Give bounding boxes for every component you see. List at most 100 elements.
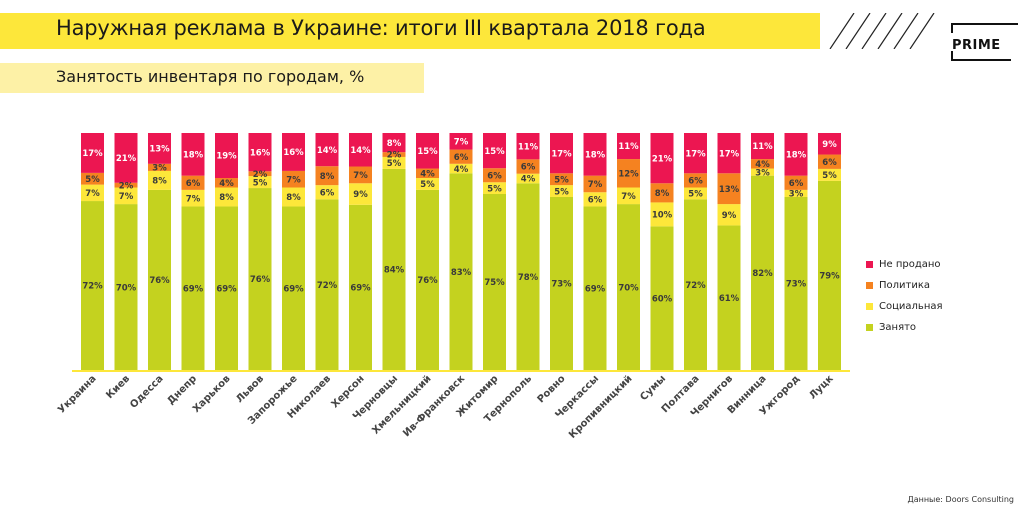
bar-segment-sold — [617, 204, 640, 370]
bar-segment-politics — [818, 154, 841, 169]
legend-swatch-unsold — [866, 261, 873, 268]
data-label-sold: 61% — [719, 294, 740, 304]
legend-label-unsold: Не продано — [879, 259, 941, 270]
data-label-politics: 2% — [253, 170, 268, 180]
data-label-social: 6% — [320, 188, 335, 198]
data-label-unsold: 18% — [585, 151, 606, 161]
data-label-social: 5% — [387, 159, 402, 169]
legend-label-social: Социальная — [879, 301, 943, 312]
bar-segment-unsold — [282, 133, 305, 171]
bar-segment-politics — [751, 159, 774, 169]
data-label-unsold: 21% — [652, 154, 673, 164]
legend-label-sold: Занято — [879, 322, 917, 333]
bar-segment-social — [81, 184, 104, 202]
data-label-sold: 60% — [652, 294, 673, 304]
data-label-sold: 69% — [585, 284, 606, 294]
data-label-politics: 2% — [119, 181, 134, 191]
bar-segment-sold — [818, 180, 841, 370]
data-label-social: 8% — [152, 177, 167, 187]
x-tick-label: Киев — [104, 373, 132, 401]
bar-segment-sold — [583, 206, 607, 370]
bar-segment-unsold — [516, 133, 540, 160]
data-label-sold: 83% — [451, 268, 472, 278]
bar-segment-politics — [583, 175, 607, 193]
subtitle-band — [0, 63, 424, 93]
data-label-social: 7% — [119, 192, 134, 202]
bar-segment-social — [114, 187, 138, 205]
bar-segment-sold — [449, 173, 473, 370]
data-label-sold: 76% — [149, 276, 170, 286]
data-label-politics: 6% — [688, 177, 703, 187]
bar-segment-social — [148, 170, 171, 190]
x-tick-label: Кропивницкий — [567, 373, 635, 441]
data-label-social: 9% — [722, 211, 737, 221]
bar-segment-social — [818, 168, 841, 181]
data-label-sold: 69% — [283, 284, 304, 294]
data-label-sold: 70% — [618, 283, 639, 293]
bar-segment-sold — [315, 199, 339, 370]
bar-segment-social — [483, 182, 506, 195]
data-label-social: 5% — [253, 178, 268, 188]
bar-segment-politics — [550, 173, 573, 186]
bar-segment-sold — [181, 206, 205, 370]
bar-segment-sold — [382, 168, 406, 370]
legend-item-sold: Занято — [866, 317, 943, 338]
legend-item-social: Социальная — [866, 296, 943, 317]
data-label-politics: 7% — [588, 180, 603, 190]
prime-logo: PRIME — [952, 38, 1001, 53]
data-label-sold: 76% — [417, 276, 438, 286]
bar-segment-politics — [349, 166, 372, 184]
data-label-politics: 6% — [487, 171, 502, 181]
bar-segment-unsold — [248, 133, 272, 172]
bar-segment-unsold — [818, 133, 841, 155]
bar-segment-sold — [483, 194, 506, 370]
bar-segment-politics — [483, 168, 506, 183]
data-label-social: 6% — [588, 196, 603, 206]
bar-segment-social — [349, 183, 372, 205]
data-label-social: 10% — [652, 211, 673, 221]
bar-segment-sold — [650, 226, 674, 370]
bar-segment-unsold — [784, 133, 808, 176]
bar-segment-unsold — [114, 133, 138, 183]
data-label-unsold: 9% — [822, 140, 837, 150]
chart-subtitle: Занятость инвентаря по городам, % — [56, 67, 365, 86]
bar-segment-sold — [784, 196, 808, 370]
data-label-sold: 84% — [384, 266, 405, 276]
data-label-sold: 69% — [183, 284, 204, 294]
bar-segment-social — [516, 173, 540, 184]
bar-segment-social — [248, 176, 272, 189]
prime-logo-frame — [951, 23, 1018, 61]
data-label-sold: 75% — [484, 278, 505, 288]
data-label-politics: 4% — [219, 179, 234, 189]
bar-segment-unsold — [416, 133, 439, 169]
data-label-social: 5% — [822, 171, 837, 181]
data-label-sold: 79% — [819, 272, 840, 282]
data-label-sold: 73% — [786, 280, 807, 290]
decorative-stripes — [829, 13, 935, 49]
data-label-politics: 8% — [655, 189, 670, 199]
bar-segment-sold — [416, 189, 439, 370]
data-label-politics: 7% — [353, 171, 368, 181]
data-label-politics: 4% — [755, 160, 770, 170]
data-label-politics: 6% — [789, 179, 804, 189]
legend-item-unsold: Не продано — [866, 254, 943, 275]
legend-label-politics: Политика — [879, 280, 931, 291]
data-label-unsold: 19% — [216, 152, 237, 162]
data-label-unsold: 8% — [387, 139, 402, 149]
legend-swatch-politics — [866, 282, 873, 289]
bar-segment-sold — [215, 206, 238, 370]
bar-segment-sold — [248, 188, 272, 370]
bar-segment-politics — [416, 168, 439, 179]
x-tick-label: Львов — [234, 373, 266, 405]
bar-segment-politics — [617, 159, 640, 188]
data-label-politics: 6% — [454, 153, 469, 163]
data-label-unsold: 17% — [719, 149, 740, 159]
data-label-politics: 6% — [186, 179, 201, 189]
data-label-social: 7% — [186, 194, 201, 204]
data-label-politics: 7% — [286, 175, 301, 185]
legend: Не продано Политика Социальная Занято — [866, 254, 943, 338]
bar-segment-unsold — [215, 133, 238, 179]
bar-segment-politics — [215, 178, 238, 188]
data-label-politics: 5% — [85, 175, 100, 185]
